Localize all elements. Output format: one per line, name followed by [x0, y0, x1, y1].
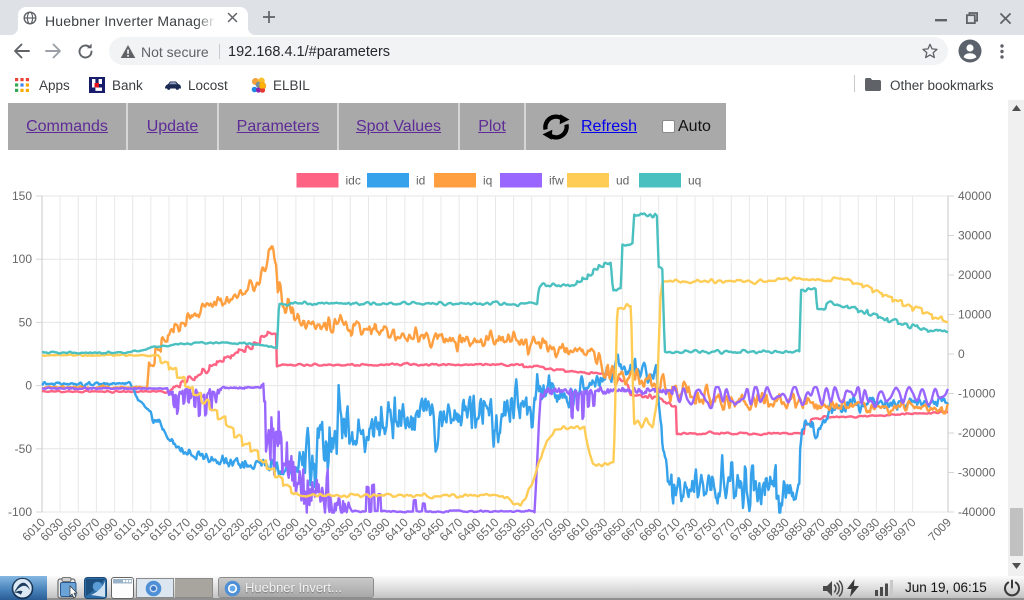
svg-text:7009: 7009 [925, 515, 954, 544]
svg-text:40000: 40000 [958, 189, 992, 203]
svg-text:iq: iq [483, 174, 492, 188]
svg-text:30000: 30000 [958, 229, 992, 243]
svg-text:0: 0 [958, 347, 965, 361]
svg-text:-30000: -30000 [958, 466, 996, 480]
svg-text:10000: 10000 [958, 308, 992, 322]
svg-text:150: 150 [12, 189, 32, 203]
svg-text:-10000: -10000 [958, 387, 996, 401]
svg-text:-20000: -20000 [958, 426, 996, 440]
svg-text:uq: uq [688, 174, 701, 188]
svg-text:0: 0 [25, 379, 32, 393]
svg-text:ud: ud [616, 174, 629, 188]
svg-text:-100: -100 [8, 505, 32, 519]
svg-text:-40000: -40000 [958, 505, 996, 519]
svg-text:id: id [416, 174, 425, 188]
svg-text:-50: -50 [15, 442, 33, 456]
svg-text:100: 100 [12, 252, 32, 266]
svg-text:20000: 20000 [958, 268, 992, 282]
svg-text:idc: idc [346, 174, 361, 188]
svg-text:ifw: ifw [549, 174, 564, 188]
svg-text:50: 50 [19, 315, 33, 329]
